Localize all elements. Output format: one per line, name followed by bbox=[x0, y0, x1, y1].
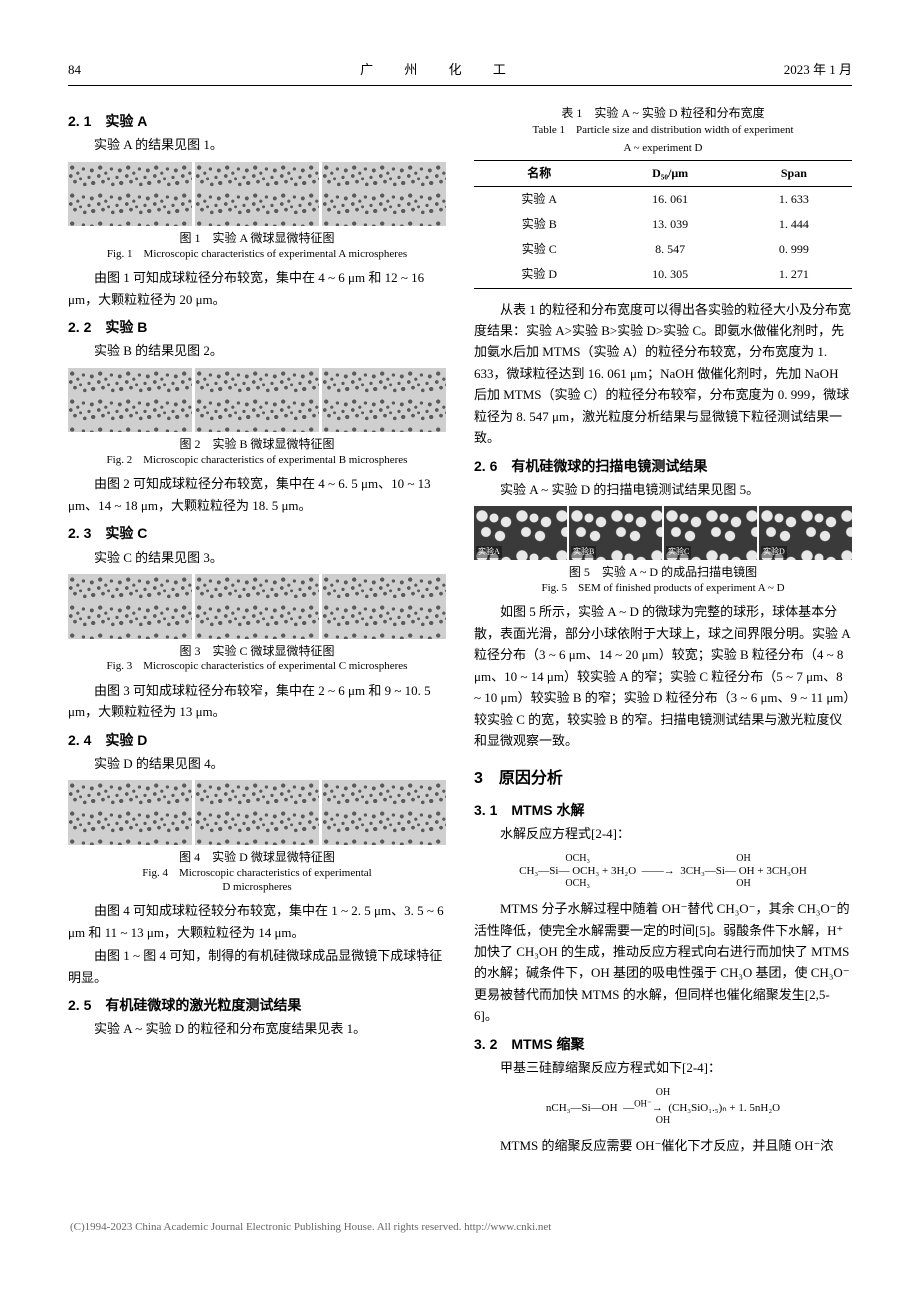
heading-3: 3 原因分析 bbox=[474, 766, 852, 792]
figure-3: 图 3 实验 C 微球显微特征图 Fig. 3 Microscopic char… bbox=[68, 574, 446, 674]
fig4-panel-3 bbox=[322, 780, 446, 844]
fig3-panel-1 bbox=[68, 574, 192, 638]
para: MTMS 的缩聚反应需要 OH⁻催化下才反应，并且随 OH⁻浓 bbox=[474, 1135, 852, 1156]
table-cell: 16. 061 bbox=[604, 186, 735, 212]
table-cell: 实验 A bbox=[474, 186, 604, 212]
para: 实验 B 的结果见图 2。 bbox=[68, 340, 446, 361]
table-cell: 1. 271 bbox=[736, 262, 852, 288]
table-cell: 10. 305 bbox=[604, 262, 735, 288]
fig5-panel-d: 实验D bbox=[759, 506, 852, 560]
fig4-caption-en-2: D microspheres bbox=[68, 880, 446, 894]
para: 实验 D 的结果见图 4。 bbox=[68, 753, 446, 774]
fig5-caption-en: Fig. 5 SEM of finished products of exper… bbox=[474, 581, 852, 595]
fig1-panel-1 bbox=[68, 162, 192, 226]
table-cell: 8. 547 bbox=[604, 237, 735, 262]
equation-condensation: OH nCH₃—Si—OH —OH⁻→ (CH₃SiO₁.₅)ₙ + 1. 5n… bbox=[474, 1087, 852, 1128]
table-1: 名称 D₅₀/μm Span 实验 A 16. 061 1. 633 实验 B … bbox=[474, 160, 852, 289]
para: 由图 4 可知成球粒径较分布较宽，集中在 1 ~ 2. 5 μm、3. 5 ~ … bbox=[68, 900, 446, 943]
page-number: 84 bbox=[68, 60, 128, 81]
figure-4: 图 4 实验 D 微球显微特征图 Fig. 4 Microscopic char… bbox=[68, 780, 446, 894]
fig3-panel-3 bbox=[322, 574, 446, 638]
heading-2-5: 2. 5 有机硅微球的激光粒度测试结果 bbox=[68, 994, 446, 1016]
two-column-layout: 2. 1 实验 A 实验 A 的结果见图 1。 图 1 实验 A 微球显微特征图… bbox=[68, 104, 852, 1159]
para: 实验 A 的结果见图 1。 bbox=[68, 134, 446, 155]
fig4-caption-en-1: Fig. 4 Microscopic characteristics of ex… bbox=[68, 866, 446, 880]
page: 84 广 州 化 工 2023 年 1 月 2. 1 实验 A 实验 A 的结果… bbox=[0, 0, 920, 1276]
journal-title: 广 州 化 工 bbox=[128, 60, 752, 81]
fig2-panel-3 bbox=[322, 368, 446, 432]
table-cell: 实验 C bbox=[474, 237, 604, 262]
fig5-caption-cn: 图 5 实验 A ~ D 的成品扫描电镜图 bbox=[474, 564, 852, 581]
para: 甲基三硅醇缩聚反应方程式如下[2-4]： bbox=[474, 1057, 852, 1078]
heading-2-6: 2. 6 有机硅微球的扫描电镜测试结果 bbox=[474, 455, 852, 477]
para: 水解反应方程式[2-4]： bbox=[474, 823, 852, 844]
heading-2-2: 2. 2 实验 B bbox=[68, 316, 446, 338]
equation-hydrolysis: OCH₃ CH₃—Si— OCH₃ + 3H₂O OCH₃ ——→ OH 3CH… bbox=[474, 853, 852, 890]
figure-1: 图 1 实验 A 微球显微特征图 Fig. 1 Microscopic char… bbox=[68, 162, 446, 262]
fig5-panel-a: 实验A bbox=[474, 506, 567, 560]
fig4-panel-1 bbox=[68, 780, 192, 844]
para: 由图 1 可知成球粒径分布较宽，集中在 4 ~ 6 μm 和 12 ~ 16 μ… bbox=[68, 267, 446, 310]
fig5-panel-b: 实验B bbox=[569, 506, 662, 560]
table-cell: 实验 D bbox=[474, 262, 604, 288]
para: 实验 A ~ 实验 D 的粒径和分布宽度结果见表 1。 bbox=[68, 1018, 446, 1039]
table-cell: 13. 039 bbox=[604, 212, 735, 237]
para: 从表 1 的粒径和分布宽度可以得出各实验的粒径大小及分布宽度结果：实验 A>实验… bbox=[474, 299, 852, 449]
fig4-panel-2 bbox=[195, 780, 319, 844]
table-cell: 实验 B bbox=[474, 212, 604, 237]
table-cell: 1. 633 bbox=[736, 186, 852, 212]
heading-2-4: 2. 4 实验 D bbox=[68, 729, 446, 751]
table-cell: 0. 999 bbox=[736, 237, 852, 262]
para: 如图 5 所示，实验 A ~ D 的微球为完整的球形，球体基本分散，表面光滑，部… bbox=[474, 601, 852, 751]
footer-copyright: (C)1994-2023 China Academic Journal Elec… bbox=[68, 1219, 852, 1237]
table1-title-en-1: Table 1 Particle size and distribution w… bbox=[474, 123, 852, 137]
fig2-panel-2 bbox=[195, 368, 319, 432]
fig2-caption-en: Fig. 2 Microscopic characteristics of ex… bbox=[68, 453, 446, 467]
para: MTMS 分子水解过程中随着 OH⁻替代 CH₃O⁻，其余 CH₃O⁻的活性降低… bbox=[474, 898, 852, 1027]
running-header: 84 广 州 化 工 2023 年 1 月 bbox=[68, 60, 852, 86]
fig1-panel-3 bbox=[322, 162, 446, 226]
heading-2-3: 2. 3 实验 C bbox=[68, 522, 446, 544]
fig1-caption-en: Fig. 1 Microscopic characteristics of ex… bbox=[68, 247, 446, 261]
table-header: D₅₀/μm bbox=[604, 160, 735, 186]
para: 由图 3 可知成球粒径分布较窄，集中在 2 ~ 6 μm 和 9 ~ 10. 5… bbox=[68, 680, 446, 723]
figure-5: 实验A 实验B 实验C 实验D 图 5 实验 A ~ D 的成品扫描电镜图 Fi… bbox=[474, 506, 852, 595]
fig3-caption-cn: 图 3 实验 C 微球显微特征图 bbox=[68, 643, 446, 660]
fig3-caption-en: Fig. 3 Microscopic characteristics of ex… bbox=[68, 659, 446, 673]
fig1-caption-cn: 图 1 实验 A 微球显微特征图 bbox=[68, 230, 446, 247]
heading-2-1: 2. 1 实验 A bbox=[68, 110, 446, 132]
para: 由图 1 ~ 图 4 可知，制得的有机硅微球成品显微镜下成球特征明显。 bbox=[68, 945, 446, 988]
figure-2: 图 2 实验 B 微球显微特征图 Fig. 2 Microscopic char… bbox=[68, 368, 446, 468]
para: 由图 2 可知成球粒径分布较宽，集中在 4 ~ 6. 5 μm、10 ~ 13 … bbox=[68, 473, 446, 516]
table1-title-en-2: A ~ experiment D bbox=[474, 141, 852, 155]
fig4-caption-cn: 图 4 实验 D 微球显微特征图 bbox=[68, 849, 446, 866]
left-column: 2. 1 实验 A 实验 A 的结果见图 1。 图 1 实验 A 微球显微特征图… bbox=[68, 104, 446, 1159]
table-row: 实验 C 8. 547 0. 999 bbox=[474, 237, 852, 262]
issue-date: 2023 年 1 月 bbox=[752, 60, 852, 81]
para: 实验 C 的结果见图 3。 bbox=[68, 547, 446, 568]
heading-3-2: 3. 2 MTMS 缩聚 bbox=[474, 1033, 852, 1055]
fig2-panel-1 bbox=[68, 368, 192, 432]
fig3-panel-2 bbox=[195, 574, 319, 638]
fig1-panel-2 bbox=[195, 162, 319, 226]
table-cell: 1. 444 bbox=[736, 212, 852, 237]
table-row: 实验 B 13. 039 1. 444 bbox=[474, 212, 852, 237]
fig2-caption-cn: 图 2 实验 B 微球显微特征图 bbox=[68, 436, 446, 453]
heading-3-1: 3. 1 MTMS 水解 bbox=[474, 799, 852, 821]
table-header: 名称 bbox=[474, 160, 604, 186]
table-row: 实验 D 10. 305 1. 271 bbox=[474, 262, 852, 288]
table1-title-cn: 表 1 实验 A ~ 实验 D 粒径和分布宽度 bbox=[474, 104, 852, 123]
table-header: Span bbox=[736, 160, 852, 186]
table-row: 实验 A 16. 061 1. 633 bbox=[474, 186, 852, 212]
para: 实验 A ~ 实验 D 的扫描电镜测试结果见图 5。 bbox=[474, 479, 852, 500]
fig5-panel-c: 实验C bbox=[664, 506, 757, 560]
right-column: 表 1 实验 A ~ 实验 D 粒径和分布宽度 Table 1 Particle… bbox=[474, 104, 852, 1159]
